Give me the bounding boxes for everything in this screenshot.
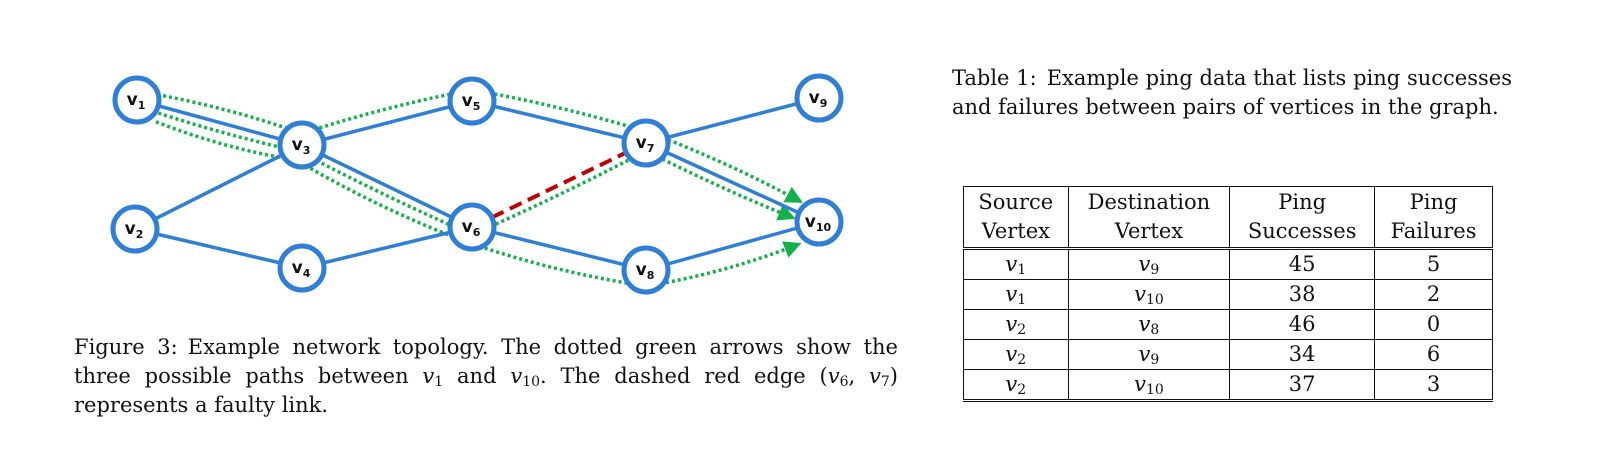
svg-text:v6: v6 [462,217,481,239]
graph-nodes: v1 v2 v3 v4 v5 v6 v7 v8 v9 v10 [110,73,844,295]
edge-v3-v5 [301,99,473,147]
table-row: v2 v8 46 0 [963,309,1493,340]
header-ping-failures: Ping Failures [1374,186,1493,249]
vertex-v7: v7 [621,118,671,168]
edge-v2-v3 [134,143,303,231]
svg-text:v9: v9 [809,88,828,110]
destination-cell: v9 [1067,248,1231,280]
var-v7: v [869,364,881,388]
vertex-v2: v2 [110,204,160,254]
graph-edges [134,96,820,272]
caption-text: Example network topology. The dotted gre… [74,335,898,388]
edge-v1-v3 [136,98,303,147]
vertex-v10: v10 [794,197,844,247]
source-cell: v1 [963,279,1069,310]
edge-v7-v10 [645,141,820,224]
edge-v3-v6 [301,143,473,229]
successes-cell: 37 [1229,369,1376,401]
header-destination-vertex: Destination Vertex [1067,186,1231,249]
header-source-vertex: Source Vertex [963,186,1069,249]
vertex-v9: v9 [794,73,844,123]
edge-v6-v8 [471,225,647,272]
destination-cell: v10 [1067,369,1231,401]
failures-cell: 2 [1374,279,1493,310]
table-row: v1 v10 38 2 [963,279,1493,310]
destination-cell: v9 [1067,339,1231,370]
failures-cell: 6 [1374,339,1493,370]
vertex-v5: v5 [447,76,497,126]
table-header-row: Source Vertex Destination Vertex Ping Succe… [963,186,1493,249]
successes-cell: 45 [1229,248,1376,280]
table-row: v2 v9 34 6 [963,339,1493,370]
svg-text:v10: v10 [805,212,832,234]
edge-v4-v6 [301,225,473,270]
table-label: Table 1: [952,66,1037,90]
vertex-v3: v3 [277,120,327,170]
figure-label: Figure 3: [74,335,178,359]
vertex-v4: v4 [277,243,327,293]
var-v1: v [422,364,435,388]
svg-text:v3: v3 [292,135,311,157]
ping-data-table: Source Vertex Destination Vertex Ping Succe… [963,186,1493,402]
var-v6: v [827,364,840,388]
table-row: v1 v9 45 5 [963,248,1493,280]
failures-cell: 5 [1374,248,1493,280]
table-row: v2 v10 37 3 [963,369,1493,401]
failures-cell: 3 [1374,369,1493,401]
successes-cell: 34 [1229,339,1376,370]
svg-text:v7: v7 [636,133,655,155]
svg-text:v2: v2 [125,219,144,241]
edge-v2-v4 [134,227,303,270]
svg-text:v5: v5 [462,91,481,113]
network-topology-figure: v1 v2 v3 v4 v5 v6 v7 v8 v9 v10 [110,73,844,295]
path-2 [157,111,796,236]
svg-text:v8: v8 [636,260,655,282]
successes-cell: 38 [1229,279,1376,310]
figure-caption: Figure 3: Example network topology. The d… [74,335,898,417]
source-cell: v2 [963,339,1069,370]
vertex-v1: v1 [112,75,162,125]
source-cell: v2 [963,309,1069,340]
var-v10: v [510,364,523,388]
svg-text:v1: v1 [127,90,146,112]
table-caption: Table 1: Example ping data that lists pin… [952,64,1512,122]
vertex-v6: v6 [447,202,497,252]
destination-cell: v10 [1067,279,1231,310]
source-cell: v2 [963,369,1069,401]
edge-v7-v9 [645,96,820,145]
source-cell: v1 [963,248,1069,280]
vertex-v8: v8 [621,245,671,295]
successes-cell: 46 [1229,309,1376,340]
edge-v5-v7 [471,99,647,145]
destination-cell: v8 [1067,309,1231,340]
faulty-edge-v6-v7 [490,150,628,220]
edge-v8-v10 [645,220,820,272]
failures-cell: 0 [1374,309,1493,340]
svg-text:v4: v4 [292,258,311,280]
table-caption-text: Example ping data that lists ping succes… [952,66,1512,119]
header-ping-successes: Ping Successes [1229,186,1376,249]
